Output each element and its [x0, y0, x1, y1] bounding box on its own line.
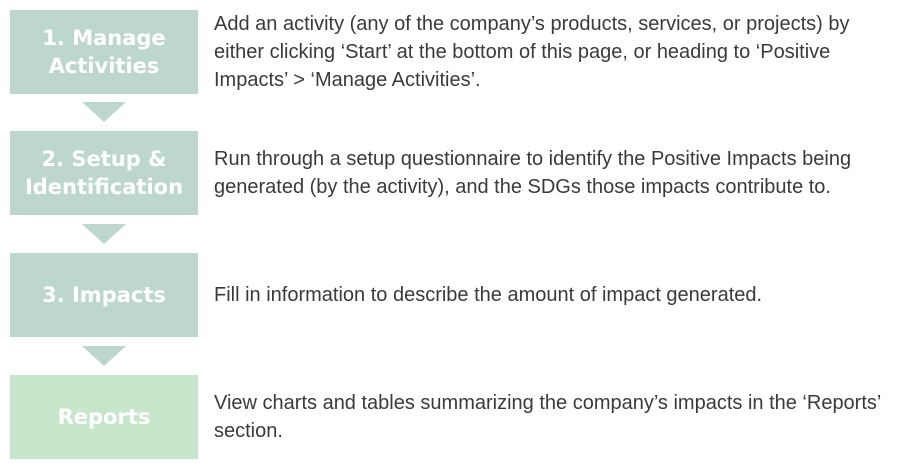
step-3-title: 3. Impacts	[42, 283, 166, 307]
reports-description-text: View charts and tables summarizing the c…	[214, 392, 881, 442]
reports-box: Reports	[10, 375, 198, 459]
step-3-description-text: Fill in information to describe the amou…	[214, 284, 763, 306]
flow-arrow-1	[82, 102, 126, 122]
step-1-box: 1. Manage Activities	[10, 10, 198, 94]
reports-description: View charts and tables summarizing the c…	[214, 373, 894, 461]
step-1-title: 1. Manage Activities	[42, 26, 166, 78]
flow-arrow-3	[82, 346, 126, 366]
step-1-description-text: Add an activity (any of the company’s pr…	[214, 13, 850, 91]
step-1-description: Add an activity (any of the company’s pr…	[214, 8, 894, 96]
flow-arrow-2	[82, 224, 126, 244]
step-3-description: Fill in information to describe the amou…	[214, 251, 894, 339]
step-2-description: Run through a setup questionnaire to ide…	[214, 129, 894, 217]
reports-title: Reports	[57, 405, 151, 429]
step-2-description-text: Run through a setup questionnaire to ide…	[214, 148, 852, 198]
step-2-box: 2. Setup & Identification	[10, 131, 198, 215]
step-3-box: 3. Impacts	[10, 253, 198, 337]
step-2-title: 2. Setup & Identification	[24, 147, 184, 199]
